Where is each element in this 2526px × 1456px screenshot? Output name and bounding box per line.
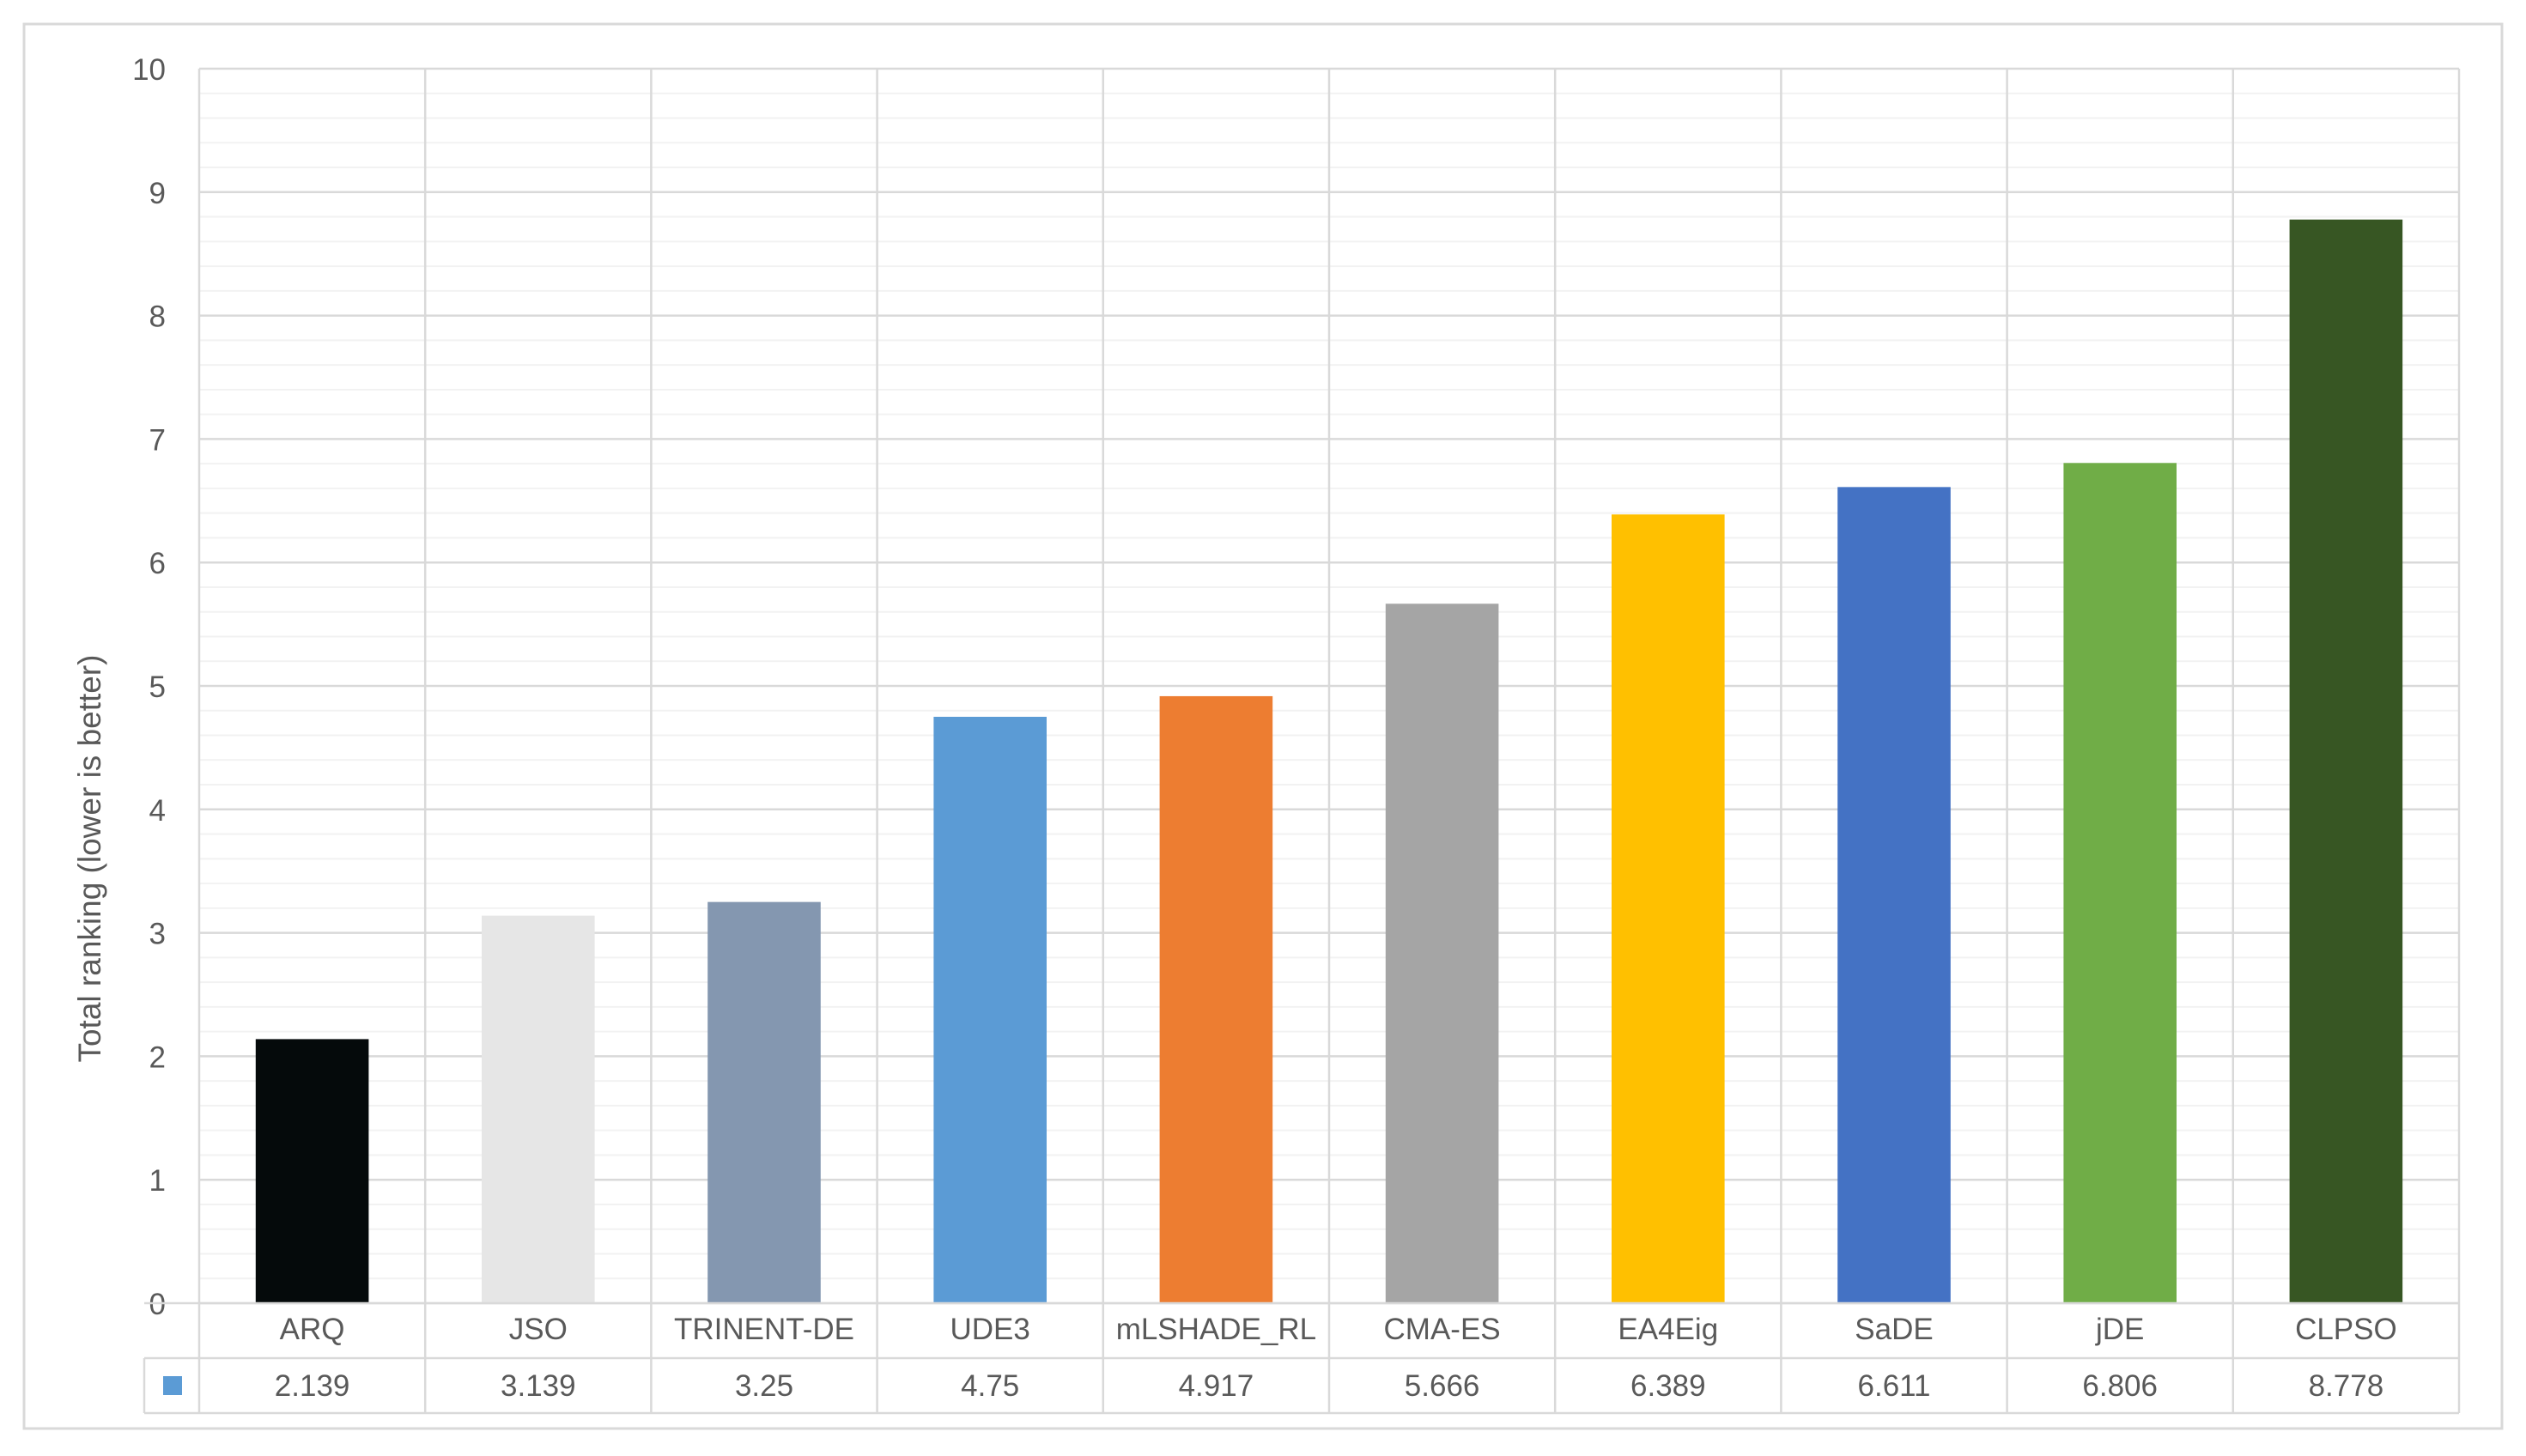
- bar-jDE: [2063, 463, 2177, 1303]
- data-table-value: 6.611: [1858, 1369, 1931, 1403]
- y-tick-label: 9: [149, 177, 166, 210]
- data-table-value: 3.139: [501, 1369, 576, 1403]
- data-table-value: 3.25: [735, 1369, 793, 1403]
- y-tick-label: 6: [149, 547, 166, 580]
- y-tick-label: 5: [149, 670, 166, 704]
- y-tick-label: 2: [149, 1040, 166, 1074]
- y-tick-label: 8: [149, 300, 166, 334]
- y-tick-label: 10: [132, 53, 166, 87]
- legend-key: [163, 1376, 182, 1395]
- x-tick-label: SaDE: [1855, 1313, 1933, 1346]
- data-table-value: 6.806: [2082, 1369, 2158, 1403]
- bar-TRINENT-DE: [707, 901, 821, 1303]
- x-tick-label: CLPSO: [2295, 1313, 2397, 1346]
- bars: [255, 219, 2403, 1303]
- data-table-value: 8.778: [2309, 1369, 2384, 1403]
- y-tick-label: 4: [149, 794, 166, 828]
- data-table-value: 4.917: [1179, 1369, 1254, 1403]
- data-table-value: 4.75: [961, 1369, 1019, 1403]
- x-tick-label: TRINENT-DE: [674, 1313, 854, 1346]
- y-tick-label: 0: [149, 1288, 166, 1321]
- bar-CLPSO: [2289, 219, 2403, 1303]
- bar-ARQ: [255, 1039, 369, 1303]
- x-tick-label: mLSHADE_RL: [1116, 1313, 1316, 1346]
- y-tick-label: 7: [149, 423, 166, 457]
- data-table-value: 2.139: [275, 1369, 350, 1403]
- x-tick-label: EA4Eig: [1618, 1313, 1718, 1346]
- y-tick-label: 3: [149, 918, 166, 951]
- bar-CMA-ES: [1385, 604, 1499, 1303]
- bar-JSO: [482, 915, 595, 1303]
- x-tick-label: CMA-ES: [1384, 1313, 1501, 1346]
- data-table: ARQ 2.139 JSO 3.139 TRINENT-DE 3.25 UDE3 4.75 mL…: [143, 1301, 2459, 1415]
- bar-SaDE: [1837, 487, 1951, 1303]
- x-tick-label: JSO: [509, 1313, 568, 1346]
- x-tick-label: jDE: [2095, 1313, 2144, 1346]
- x-tick-label: ARQ: [280, 1313, 345, 1346]
- category-gridlines: [197, 69, 2461, 1413]
- y-axis-label: Total ranking (lower is better): [72, 654, 107, 1062]
- y-axis-tick-labels: 0 1 2 3 4 5 6 7 8 9 10: [132, 53, 166, 1321]
- data-table-value: 6.389: [1630, 1369, 1706, 1403]
- x-tick-label: UDE3: [950, 1313, 1030, 1346]
- bar-mLSHADE_RL: [1159, 695, 1273, 1303]
- bar-EA4Eig: [1612, 514, 1725, 1303]
- data-table-value: 5.666: [1405, 1369, 1480, 1403]
- bar-UDE3: [933, 716, 1047, 1303]
- y-tick-label: 1: [149, 1164, 166, 1198]
